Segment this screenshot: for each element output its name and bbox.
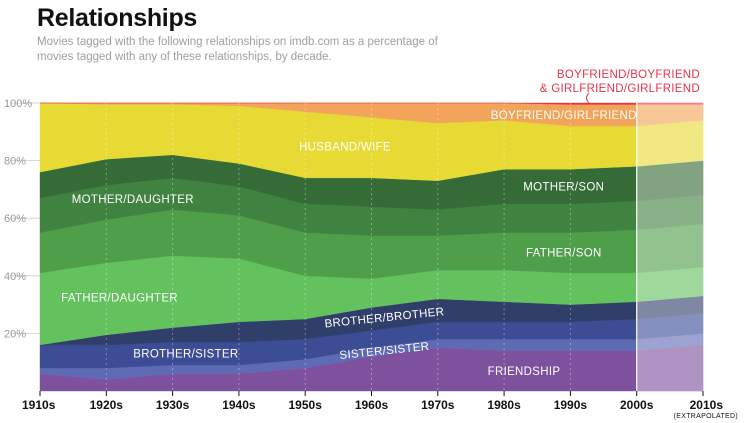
y-tick-label: 80%	[4, 156, 26, 168]
y-tick-label: 100%	[4, 98, 32, 110]
series-label-mother-daughter: MOTHER/DAUGHTER	[72, 194, 194, 206]
x-tick-label: 1920s	[90, 398, 124, 412]
x-tick-label: 1990s	[554, 398, 588, 412]
callout-bracket	[586, 92, 590, 104]
series-label-husband-wife: HUSBAND/WIFE	[299, 141, 391, 153]
x-tick-label: 1980s	[487, 398, 521, 412]
series-label-brother-sister: BROTHER/SISTER	[133, 349, 238, 361]
x-tick-label: 2000s	[620, 398, 654, 412]
series-label-father-son: FATHER/SON	[526, 248, 602, 260]
series-label-mother-son: MOTHER/SON	[523, 182, 604, 194]
series-label-friendship: FRIENDSHIP	[488, 366, 561, 378]
x-tick-label: 2010s	[690, 398, 724, 412]
x-tick-label: 1950s	[289, 398, 323, 412]
x-tick-label: 1930s	[156, 398, 190, 412]
extrapolated-overlay	[636, 103, 703, 391]
chart-subtitle: Movies tagged with the following relatio…	[37, 36, 438, 63]
extrapolated-note: (EXTRAPOLATED)	[674, 413, 738, 420]
series-label-father-daughter: FATHER/DAUGHTER	[61, 292, 178, 304]
x-tick-label: 1970s	[421, 398, 455, 412]
y-tick-label: 40%	[4, 271, 26, 283]
y-tick-label: 60%	[4, 213, 26, 225]
callout-label-line-2: & GIRLFRIEND/GIRLFRIEND	[540, 83, 700, 95]
callout-label-line-1: BOYFRIEND/BOYFRIEND	[557, 69, 700, 81]
chart-title: Relationships	[37, 4, 198, 32]
x-tick-label: 1940s	[222, 398, 256, 412]
x-tick-label: 1910s	[22, 398, 56, 412]
x-tick-label: 1960s	[355, 398, 389, 412]
series-label-boyfriend-girlfriend: BOYFRIEND/GIRLFRIEND	[491, 110, 637, 122]
y-tick-label: 20%	[4, 328, 26, 340]
series-area-boyfriend-boyfriend-girlfriend-girlfriend	[40, 102, 704, 105]
